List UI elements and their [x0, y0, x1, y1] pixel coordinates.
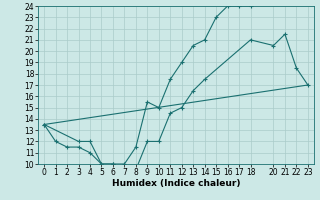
X-axis label: Humidex (Indice chaleur): Humidex (Indice chaleur) [112, 179, 240, 188]
